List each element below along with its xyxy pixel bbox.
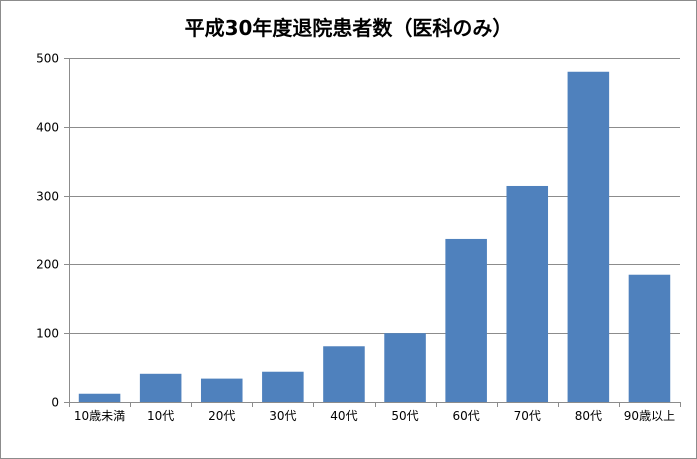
x-tick-label-1: 10代 (147, 409, 174, 423)
bar-9 (628, 274, 671, 402)
x-tick-label-0: 10歳未満 (74, 409, 125, 423)
x-tick-label-6: 60代 (453, 409, 480, 423)
bar-5 (384, 333, 426, 402)
x-tick-label-2: 20代 (208, 409, 235, 423)
x-tick-label-5: 50代 (391, 409, 418, 423)
axes (69, 58, 680, 403)
x-tick-label-9: 90歳以上 (624, 409, 675, 423)
y-tick-label-100: 100 (36, 327, 59, 341)
bar-0 (78, 393, 121, 402)
bar-6 (445, 238, 487, 402)
y-tick-label-0: 0 (51, 396, 59, 410)
y-tick-label-300: 300 (36, 190, 59, 204)
x-tick-label-3: 30代 (269, 409, 296, 423)
y-tick-label-200: 200 (36, 258, 59, 272)
y-tick-labels: 0 100 200 300 400 500 (36, 52, 59, 410)
bar-4 (323, 346, 365, 402)
y-tick-label-500: 500 (36, 52, 59, 66)
y-tick-label-400: 400 (36, 121, 59, 135)
bar-8 (567, 71, 610, 402)
x-tick-label-4: 40代 (330, 409, 357, 423)
bar-7 (506, 185, 549, 402)
bar-2 (200, 378, 243, 402)
bar-3 (262, 371, 304, 402)
bar-1 (139, 373, 182, 402)
x-tick-label-7: 70代 (514, 409, 541, 423)
x-tick-labels: 10歳未満 10代 20代 30代 40代 50代 60代 70代 80代 90歳以上 (74, 409, 675, 423)
chart-title: 平成30年度退院患者数（医科のみ） (184, 16, 513, 40)
bars (69, 71, 681, 407)
x-tick-label-8: 80代 (575, 409, 602, 423)
